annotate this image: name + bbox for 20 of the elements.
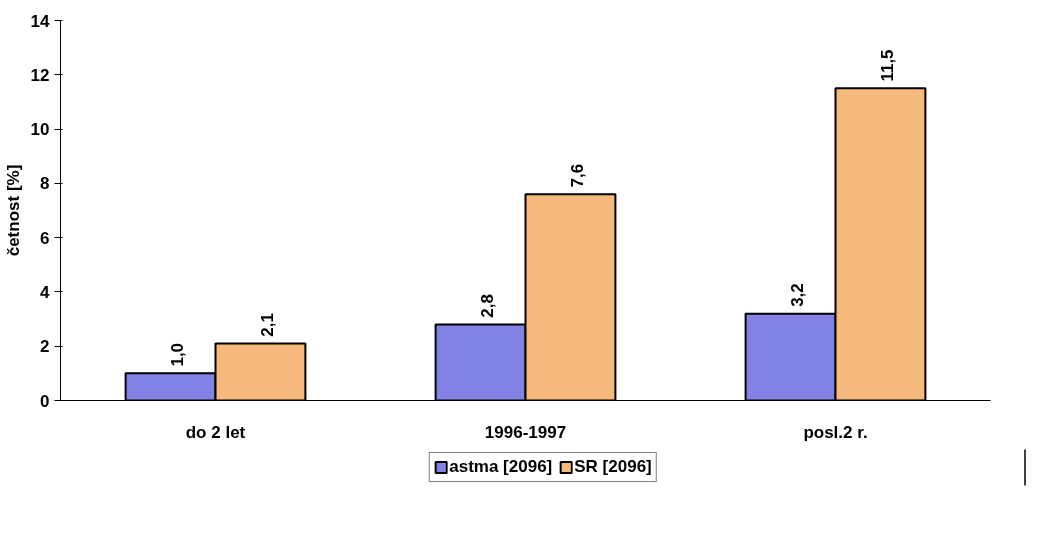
data-label: 11,5 [877, 49, 897, 82]
data-label: 2,1 [257, 313, 277, 337]
legend-label: SR [2096] [574, 457, 652, 477]
x-tick-label: 1996-1997 [484, 422, 567, 442]
y-tick-label: 12 [30, 65, 50, 85]
data-label: 7,6 [567, 163, 587, 188]
y-tick-label: 8 [40, 174, 50, 194]
data-label: 2,8 [477, 294, 497, 318]
y-tick-label: 6 [40, 228, 50, 248]
legend-label: astma [2096] [449, 457, 553, 477]
y-tick-label: 10 [30, 120, 50, 140]
y-tick-label: 4 [40, 282, 51, 302]
y-tick-label: 14 [30, 11, 51, 31]
y-axis-title: četnost [%] [3, 164, 23, 257]
y-tick-label: 2 [40, 337, 50, 357]
x-tick-label: do 2 let [185, 422, 246, 442]
data-label: 3,2 [787, 283, 807, 307]
y-tick-label: 0 [40, 391, 50, 411]
x-tick-label: posl.2 r. [803, 422, 868, 442]
data-label: 1,0 [167, 342, 187, 367]
